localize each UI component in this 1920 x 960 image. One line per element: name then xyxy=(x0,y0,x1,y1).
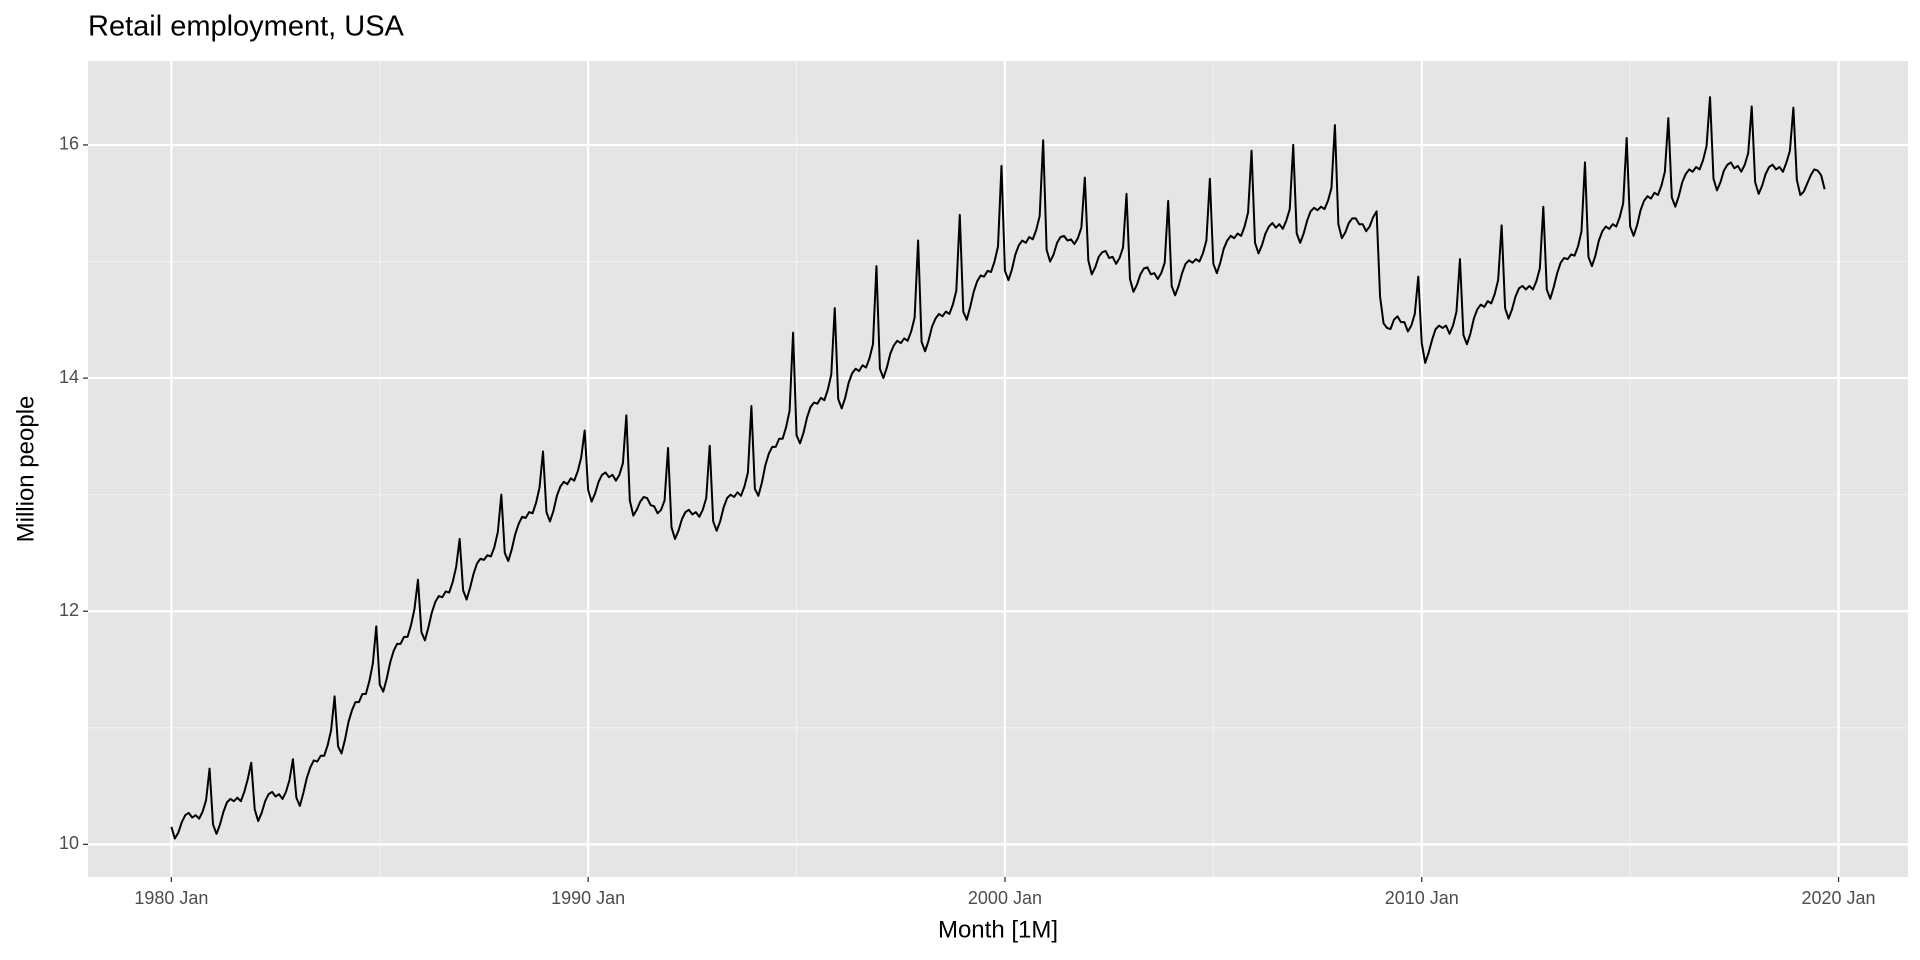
chart-title: Retail employment, USA xyxy=(88,11,405,43)
y-tick-label: 16 xyxy=(59,134,79,154)
data-line xyxy=(170,96,1826,840)
x-tick-label: 1990 Jan xyxy=(551,888,625,908)
x-tick-label: 2000 Jan xyxy=(968,888,1042,908)
y-tick-label: 14 xyxy=(59,367,79,387)
x-tick-label: 1980 Jan xyxy=(134,888,208,908)
x-tick-label: 2010 Jan xyxy=(1385,888,1459,908)
plot-panel xyxy=(88,61,1908,877)
x-tick-label: 2020 Jan xyxy=(1801,888,1875,908)
y-tick-label: 10 xyxy=(59,833,79,853)
y-tick-label: 12 xyxy=(59,600,79,620)
y-axis-title: Million people xyxy=(12,396,39,543)
x-axis-title: Month [1M] xyxy=(938,916,1058,943)
